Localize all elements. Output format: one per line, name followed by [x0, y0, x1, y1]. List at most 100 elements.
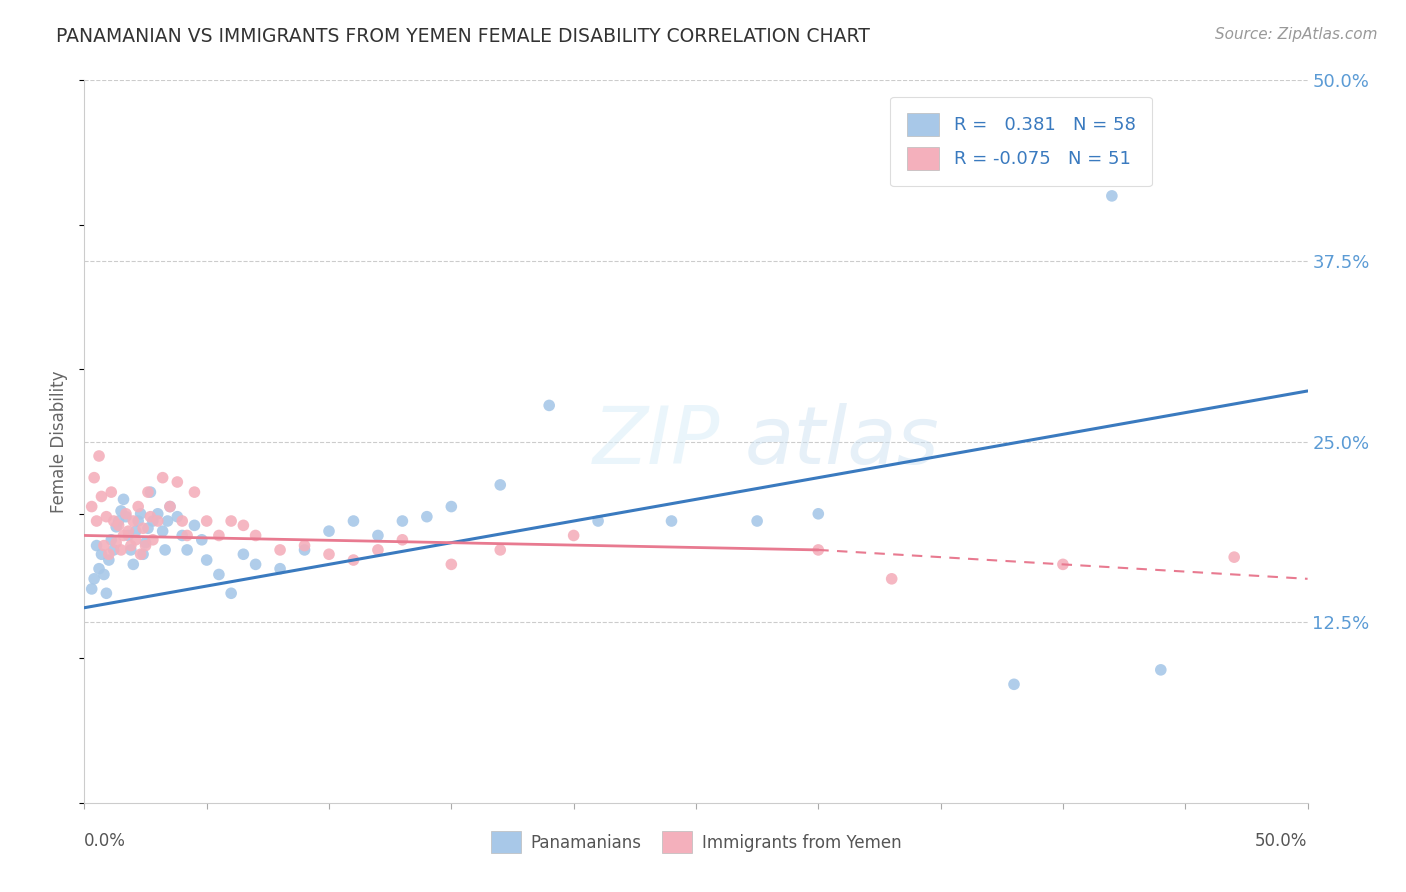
Point: [105, 520, 128, 534]
Point: [105, 535, 128, 549]
Point: [1101, 189, 1123, 203]
Point: [489, 478, 512, 492]
Y-axis label: Female Disability: Female Disability: [51, 370, 69, 513]
Point: [115, 507, 138, 521]
Point: [586, 514, 609, 528]
Point: [112, 528, 135, 542]
Point: [232, 518, 254, 533]
Point: [342, 553, 364, 567]
Point: [112, 492, 135, 507]
Point: [294, 539, 316, 553]
Point: [191, 533, 214, 547]
Point: [127, 514, 149, 528]
Point: [342, 514, 364, 528]
Point: [87, 562, 110, 576]
Point: [90, 490, 112, 504]
Point: [127, 500, 149, 514]
Point: [661, 514, 683, 528]
Point: [103, 542, 125, 557]
Point: [110, 542, 132, 557]
Point: [538, 398, 561, 412]
Text: Source: ZipAtlas.com: Source: ZipAtlas.com: [1215, 27, 1378, 42]
Point: [120, 542, 142, 557]
Point: [80, 582, 103, 596]
Point: [135, 535, 157, 549]
Point: [245, 558, 267, 572]
Point: [562, 528, 585, 542]
Point: [807, 507, 830, 521]
Point: [807, 542, 830, 557]
Point: [152, 470, 174, 484]
Point: [391, 514, 413, 528]
Point: [219, 514, 242, 528]
Point: [97, 553, 120, 567]
Point: [183, 518, 205, 533]
Point: [132, 547, 155, 561]
Point: [86, 539, 108, 553]
Point: [142, 514, 165, 528]
Point: [166, 509, 188, 524]
Point: [115, 509, 138, 524]
Point: [153, 542, 176, 557]
Point: [152, 524, 174, 538]
Legend: Panamanians, Immigrants from Yemen: Panamanians, Immigrants from Yemen: [484, 825, 908, 860]
Point: [269, 542, 291, 557]
Point: [122, 514, 145, 528]
Point: [146, 514, 169, 528]
Point: [232, 547, 254, 561]
Point: [87, 449, 110, 463]
Point: [416, 509, 439, 524]
Point: [1002, 677, 1025, 691]
Point: [96, 509, 118, 524]
Point: [159, 500, 181, 514]
Text: 50.0%: 50.0%: [1256, 832, 1308, 850]
Point: [96, 586, 118, 600]
Point: [135, 539, 157, 553]
Point: [294, 542, 316, 557]
Point: [136, 485, 159, 500]
Point: [90, 547, 112, 561]
Point: [117, 528, 139, 542]
Point: [100, 485, 122, 500]
Point: [172, 528, 194, 542]
Text: ZIP: ZIP: [593, 402, 720, 481]
Text: 0.0%: 0.0%: [84, 832, 127, 850]
Point: [747, 514, 769, 528]
Point: [125, 533, 148, 547]
Point: [107, 518, 129, 533]
Point: [97, 547, 120, 561]
Point: [880, 572, 903, 586]
Point: [195, 553, 218, 567]
Point: [219, 586, 242, 600]
Point: [132, 521, 155, 535]
Point: [1223, 550, 1246, 565]
Point: [208, 567, 231, 582]
Point: [139, 485, 162, 500]
Point: [86, 514, 108, 528]
Point: [142, 533, 165, 547]
Point: [318, 547, 340, 561]
Point: [1150, 663, 1173, 677]
Point: [440, 558, 463, 572]
Point: [83, 572, 105, 586]
Point: [125, 524, 148, 538]
Point: [195, 514, 218, 528]
Text: PANAMANIAN VS IMMIGRANTS FROM YEMEN FEMALE DISABILITY CORRELATION CHART: PANAMANIAN VS IMMIGRANTS FROM YEMEN FEMA…: [56, 27, 870, 45]
Point: [93, 539, 115, 553]
Point: [172, 514, 194, 528]
Point: [245, 528, 267, 542]
Point: [117, 524, 139, 538]
Point: [80, 500, 103, 514]
Point: [107, 514, 129, 528]
Point: [156, 514, 179, 528]
Point: [93, 567, 115, 582]
Point: [269, 562, 291, 576]
Point: [1052, 558, 1074, 572]
Point: [129, 507, 152, 521]
Point: [139, 509, 162, 524]
Point: [176, 542, 198, 557]
Point: [391, 533, 413, 547]
Point: [103, 514, 125, 528]
Point: [176, 528, 198, 542]
Point: [83, 470, 105, 484]
